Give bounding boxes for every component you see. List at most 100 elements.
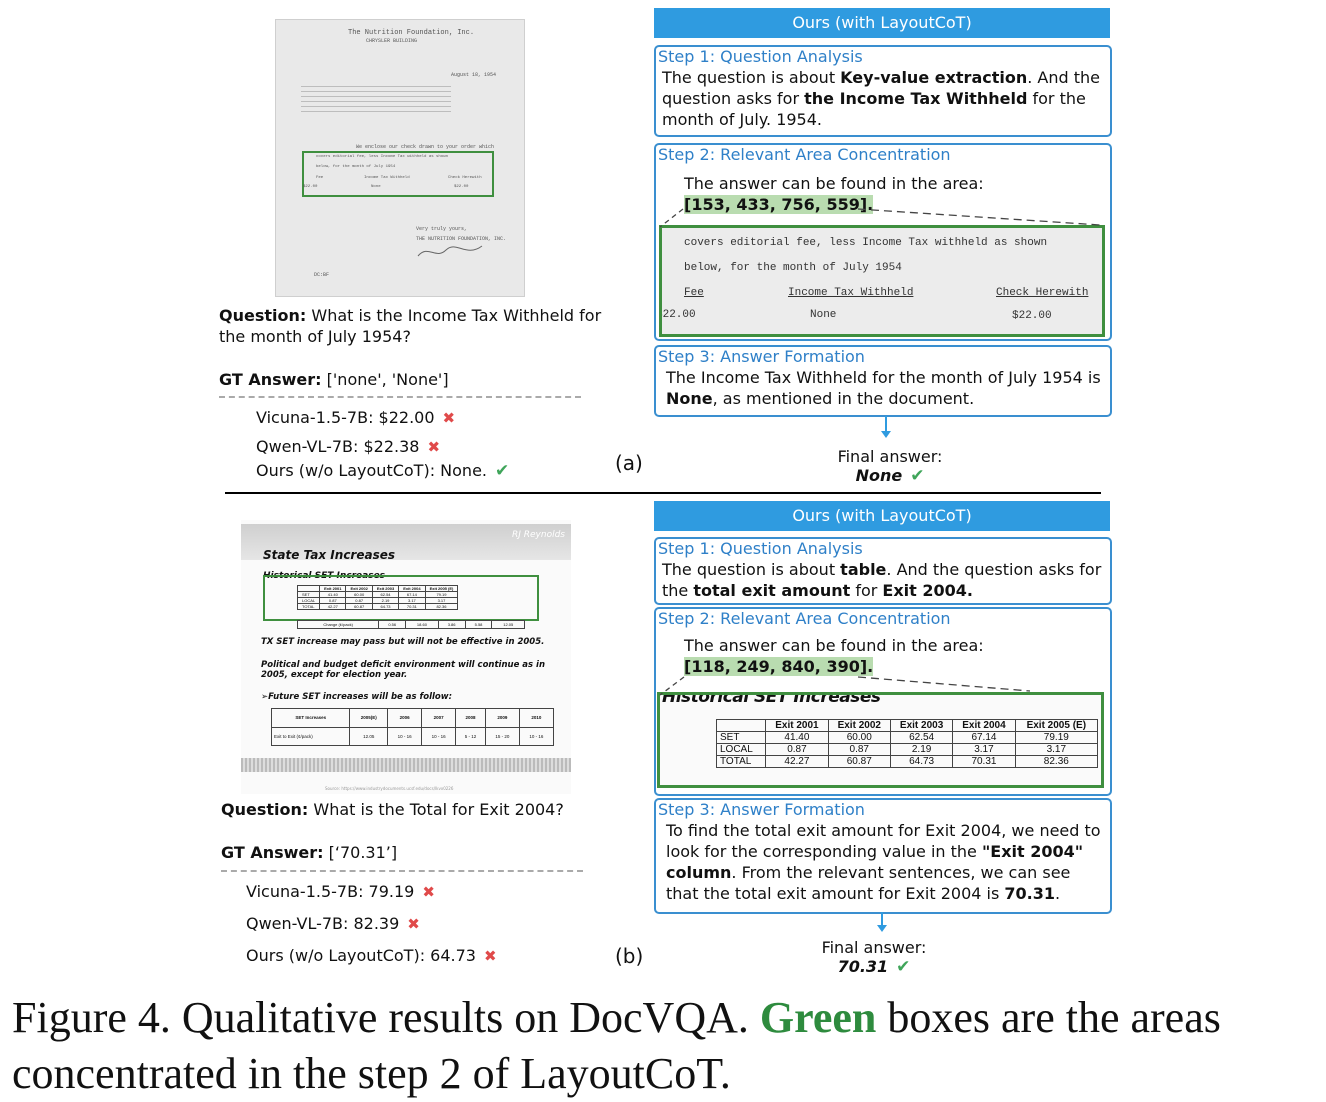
doc-col-tax: Income Tax Withheld: [364, 176, 410, 180]
table-cell: 82.36: [1014, 755, 1099, 768]
final-b-label: Final answer:: [821, 938, 927, 957]
doc-box-line1: covers editorial fee, less Income Tax wi…: [316, 155, 449, 159]
final-a-value: None: [855, 466, 903, 485]
table-cell: 41.40: [765, 731, 829, 744]
table-row: TOTAL 42.27 60.87 64.73 70.31 82.36: [296, 603, 459, 610]
doc-date: August 18, 1954: [451, 72, 497, 78]
table-cell: 60.87: [827, 755, 891, 768]
check-icon: ✔: [910, 466, 925, 486]
step2-b-text: The answer can be found in the area:: [684, 636, 984, 655]
model-row-b-2: Ours (w/o LayoutCoT): 64.73 ✖: [246, 946, 497, 965]
panel-divider: [225, 492, 1101, 494]
crop-b-green-box: Historical SET Increases Exit 2001 Exit 2…: [657, 692, 1104, 788]
step3-b-part: . From the relevant sentences, we can se…: [666, 863, 1071, 903]
table-row: TOTAL 42.27 60.87 64.73 70.31 82.36: [715, 755, 1099, 768]
model-a-2-text: Ours (w/o LayoutCoT): None.: [256, 461, 487, 480]
doc-initials: DC:BF: [314, 272, 330, 278]
step3-a-part: The Income Tax Withheld for the month of…: [666, 368, 1101, 387]
table-cell: 60.00: [827, 731, 891, 744]
table-header-cell: 2009: [484, 708, 520, 728]
table-header-cell: [715, 719, 767, 732]
table-cell: LOCAL: [715, 743, 767, 756]
step3-a-bold: None: [666, 389, 713, 408]
slide-line3: ➢Future SET increases will be as follow:: [261, 692, 452, 702]
question-b: Question: What is the Total for Exit 200…: [221, 799, 564, 820]
step1-a-body: The question is about Key-value extracti…: [656, 67, 1110, 130]
slide-footer-band: [241, 758, 571, 772]
crop-a-green-box: covers editorial fee, less Income Tax wi…: [659, 225, 1105, 337]
doc-intro: We enclose our check drawn to your order…: [356, 144, 495, 150]
cross-icon: ✖: [442, 409, 456, 427]
cross-icon: ✖: [427, 438, 441, 456]
step3-a-title: Step 3: Answer Formation: [658, 347, 865, 366]
table-cell: 62.54: [889, 731, 954, 744]
model-row-b-0: Vicuna-1.5-7B: 79.19 ✖: [246, 882, 435, 901]
table-header-cell: SET Increases: [270, 708, 351, 728]
slide-brand: RJ Reynolds: [512, 530, 565, 540]
slide-line1: TX SET increase may pass but will not be…: [261, 637, 545, 647]
step2-b-coords-wrap: [118, 249, 840, 390].: [656, 656, 1110, 677]
table-header-cell: 2007: [421, 708, 457, 728]
slide-line2: Political and budget deficit environment…: [261, 660, 546, 680]
final-answer-a: Final answer: None ✔: [800, 447, 980, 486]
table-header-cell: Exit 2004: [952, 719, 1016, 732]
table-cell: 2.19: [889, 743, 954, 756]
doc-val-tax: None: [371, 185, 381, 189]
doc-letterhead: The Nutrition Foundation, Inc.: [348, 29, 475, 37]
crop-a-val-tax: None: [810, 309, 837, 321]
model-b-0-text: Vicuna-1.5-7B: 79.19: [246, 882, 415, 901]
step3-b-bold: 70.31: [1004, 884, 1055, 903]
table-cell: SET: [715, 731, 767, 744]
letter-document-image: The Nutrition Foundation, Inc. CHRYSLER …: [275, 19, 525, 297]
table-cell: 15 - 20: [484, 726, 520, 746]
crop-a-col-tax: Income Tax Withheld: [788, 287, 914, 299]
step2-a-title: Step 2: Relevant Area Concentration: [658, 145, 951, 164]
slide-header-band: [241, 524, 571, 560]
step3-b-body: To find the total exit amount for Exit 2…: [656, 820, 1110, 904]
table-cell: 18.60: [405, 620, 439, 629]
gt-b-label: GT Answer:: [221, 843, 324, 862]
step1-b-bold: Exit 2004.: [882, 581, 973, 600]
crop-a-line1: covers editorial fee, less Income Tax wi…: [684, 237, 1048, 249]
table-cell: 12.05: [491, 620, 525, 629]
step2-a-coords-wrap: [153, 433, 756, 559].: [656, 194, 1110, 215]
model-row-a-0: Vicuna-1.5-7B: $22.00 ✖: [256, 408, 455, 427]
slide-source: Source: https://www.industrydocuments.uc…: [325, 786, 454, 791]
table-cell: 0.56: [378, 620, 407, 629]
doc-box-line2: below, for the month of July 1954: [316, 165, 396, 169]
step3-b-bold: "Exit 2004" column: [666, 842, 1084, 882]
table-cell: 70.31: [952, 755, 1016, 768]
table-header-cell: Exit 2005 (E): [424, 585, 459, 592]
slide-document-image: RJ Reynolds State Tax Increases Historic…: [241, 520, 571, 794]
doc-closing: Very truly yours,: [416, 226, 468, 232]
caption-green: Green: [759, 993, 877, 1042]
doc-val-check: $22.00: [454, 185, 469, 189]
question-b-text: What is the Total for Exit 2004?: [313, 800, 564, 819]
step3-b-title: Step 3: Answer Formation: [658, 800, 865, 819]
crop-a-val-check: $22.00: [1012, 310, 1052, 322]
table-row: LOCAL 0.87 0.87 2.19 3.17 3.17: [715, 743, 1099, 756]
table-cell: 79.19: [1014, 731, 1099, 744]
table-row: Exit to Exit (¢/pack) 12.05 10 - 16 10 - 16…: [270, 726, 555, 746]
step1-b-part: for: [850, 581, 883, 600]
model-a-1-text: Qwen-VL-7B: $22.38: [256, 437, 420, 456]
crop-a-line2: below, for the month of July 1954: [684, 262, 902, 274]
table-header-cell: Exit 2003: [889, 719, 954, 732]
table-cell: 10 - 16: [387, 726, 423, 746]
table-cell: 3.86: [437, 620, 466, 629]
slide-table: Exit 2001 Exit 2002 Exit 2003 Exit 2004 Exit…: [296, 585, 459, 610]
check-icon: ✔: [896, 957, 911, 977]
table-header-cell: Exit 2005 (E): [1014, 719, 1099, 732]
table-header-cell: 2008: [455, 708, 486, 728]
signature-icon: [417, 245, 483, 257]
arrow-a: [885, 416, 887, 432]
table-cell: 42.27: [765, 755, 829, 768]
step3-a-body: The Income Tax Withheld for the month of…: [656, 367, 1110, 409]
step2-b-title: Step 2: Relevant Area Concentration: [658, 609, 951, 628]
crop-b-table: Exit 2001 Exit 2002 Exit 2003 Exit 2004 Exit…: [715, 719, 1099, 768]
table-cell: 3.17: [952, 743, 1016, 756]
table-cell: 10 - 16: [518, 726, 555, 746]
step1-b-part: . And the question asks for the: [662, 560, 1102, 600]
table-cell: Exit to Exit (¢/pack): [270, 726, 351, 746]
gt-answer-a: GT Answer: ['none', 'None']: [219, 369, 449, 390]
